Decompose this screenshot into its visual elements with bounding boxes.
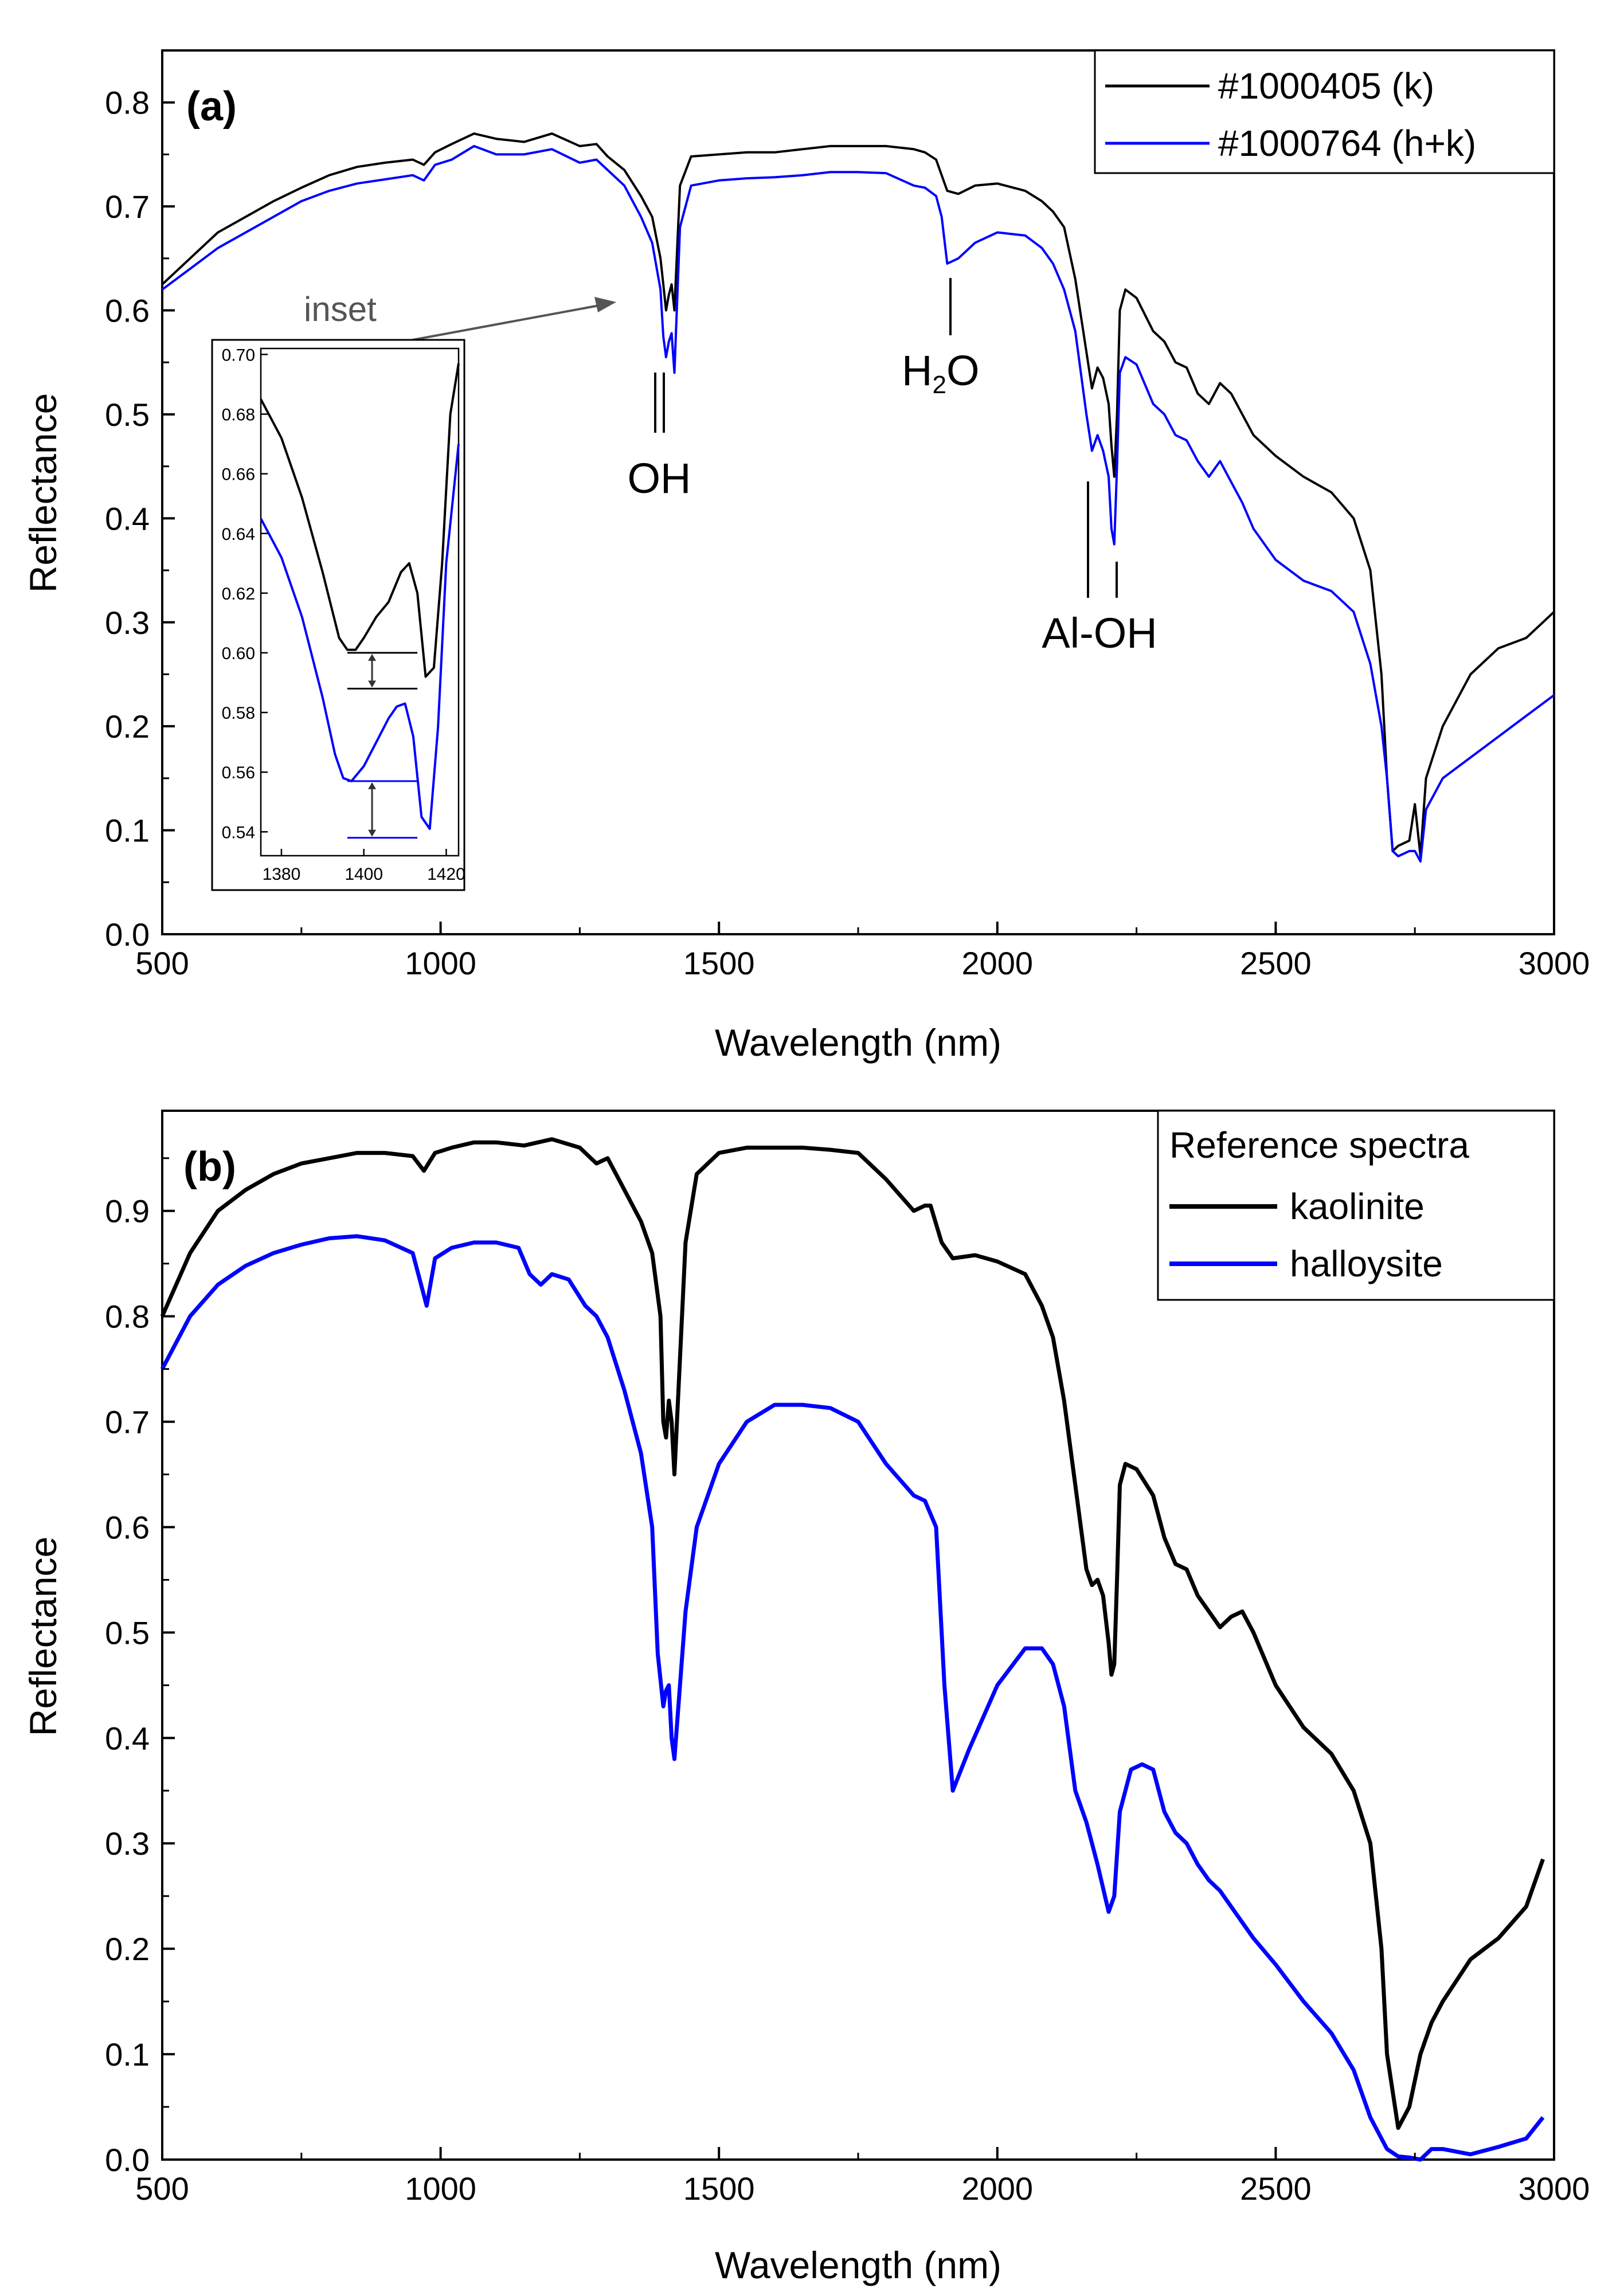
series-line--1000405-k-: [161, 132, 1555, 857]
legend-label-halloysite: halloysite: [1290, 1243, 1443, 1284]
inset-frame: [260, 347, 460, 857]
x-tick-label: 500: [135, 945, 189, 981]
series-line-kaolinite: [160, 1137, 1545, 2130]
annotation-al-oh: Al-OH: [1042, 609, 1157, 657]
y-tick-label: 0.9: [105, 1193, 150, 1229]
y-tick-label: 0.4: [105, 1720, 150, 1756]
y-axis-title-a: Reflectance: [22, 393, 64, 593]
inset-series-group: [260, 363, 460, 830]
y-tick-label: 0.0: [105, 2142, 150, 2178]
legend-label-kaolinite: kaolinite: [1290, 1186, 1425, 1227]
axis-ticks-a: 500 1000 1500 2000 2500 3000 0.0 0.1 0.2 0.3 0.4 0.…: [105, 85, 1590, 981]
inset-y-tick-label: 0.62: [222, 585, 255, 604]
panel-label-a: (a): [186, 84, 237, 130]
y-tick-label: 0.4: [105, 500, 150, 536]
y-tick-label: 0.8: [105, 1299, 150, 1335]
y-tick-label: 0.3: [105, 1825, 150, 1862]
depth-arrow-head-up: [368, 782, 377, 789]
x-axis-title-a: Wavelength (nm): [715, 1021, 1001, 1064]
y-tick-label: 0.7: [105, 189, 150, 225]
x-tick-label: 1000: [405, 2170, 476, 2207]
panel-b: 500 1000 1500 2000 2500 3000 0.0 0.1 0.2 0.3 0.4 0.…: [22, 1110, 1590, 2286]
y-tick-label: 0.8: [105, 85, 150, 121]
legend-label-hk: #1000764 (h+k): [1218, 123, 1476, 164]
panel-a: 500 1000 1500 2000 2500 3000 0.0 0.1 0.2 0.3 0.4 0.…: [22, 49, 1590, 1064]
inset-x-tick-label: 1400: [345, 865, 383, 884]
annotation-oh: OH: [628, 455, 691, 502]
inset-box: [211, 339, 465, 891]
inset-y-tick-label: 0.64: [222, 525, 255, 544]
inset-series-line--1000405-k-: [260, 363, 460, 678]
inset-y-tick-label: 0.66: [222, 465, 255, 484]
x-tick-label: 1500: [683, 2170, 755, 2207]
y-tick-label: 0.0: [105, 916, 150, 953]
x-tick-label: 2000: [962, 945, 1034, 981]
series-line-halloysite: [160, 1234, 1545, 2162]
inset-y-tick-label: 0.58: [222, 704, 255, 723]
y-tick-label: 0.1: [105, 2036, 150, 2072]
x-tick-label: 2500: [1240, 945, 1312, 981]
annotations-a: OH H2O Al-OH: [628, 278, 1157, 657]
x-tick-label: 2000: [962, 2170, 1034, 2207]
x-tick-label: 2500: [1240, 2170, 1312, 2207]
x-axis-title-b: Wavelength (nm): [715, 2244, 1001, 2286]
inset-x-tick-label: 1420: [427, 865, 465, 884]
y-tick-label: 0.1: [105, 813, 150, 849]
inset-arrow-line: [412, 304, 602, 341]
y-tick-label: 0.5: [105, 1615, 150, 1651]
series-group-b: [160, 1137, 1545, 2162]
legend-b: Reference spectra kaolinite halloysite: [1157, 1110, 1555, 1301]
series-line--1000764-h-k-: [161, 144, 1555, 863]
series-group-a: [161, 132, 1555, 863]
annotation-h2o: H2O: [902, 347, 980, 399]
legend-a: #1000405 (k) #1000764 (h+k): [1094, 49, 1555, 174]
y-tick-label: 0.5: [105, 397, 150, 433]
depth-arrow-head-down: [368, 829, 377, 837]
y-axis-title-b: Reflectance: [22, 1537, 64, 1737]
x-tick-label: 1000: [405, 945, 476, 981]
inset-y-tick-label: 0.68: [222, 406, 255, 425]
inset-arrow-head: [594, 297, 616, 312]
y-tick-label: 0.7: [105, 1404, 150, 1440]
y-tick-label: 0.2: [105, 1931, 150, 1967]
inset-y-tick-label: 0.70: [222, 346, 255, 365]
inset-y-tick-label: 0.56: [222, 763, 255, 782]
y-tick-label: 0.6: [105, 293, 150, 329]
axis-ticks-b: 500 1000 1500 2000 2500 3000 0.0 0.1 0.2 0.3 0.4 0.…: [105, 1157, 1590, 2207]
panel-label-b: (b): [183, 1144, 236, 1190]
legend-box-a: [1094, 49, 1555, 174]
inset-series-line--1000764-h-k-: [260, 444, 460, 830]
legend-label-k: #1000405 (k): [1218, 65, 1434, 107]
depth-arrow-head-down: [368, 680, 377, 688]
x-tick-label: 1500: [683, 945, 755, 981]
y-tick-label: 0.2: [105, 708, 150, 745]
y-tick-label: 0.6: [105, 1509, 150, 1545]
depth-arrow-head-up: [368, 654, 377, 661]
x-tick-label: 3000: [1519, 945, 1590, 981]
inset-y-tick-label: 0.60: [222, 644, 255, 663]
x-tick-label: 3000: [1519, 2170, 1590, 2207]
inset-y-tick-label: 0.54: [222, 823, 255, 842]
x-tick-label: 500: [135, 2170, 189, 2207]
y-tick-label: 0.3: [105, 605, 150, 641]
inset-title: inset: [304, 290, 377, 328]
legend-title-b: Reference spectra: [1169, 1125, 1469, 1166]
inset-ticks: 1380 1400 1420 0.54 0.56 0.58 0.60 0.62 0.64 0.66…: [222, 346, 465, 884]
inset-plot: inset 1380 1400 1420 0.54 0.56 0.58 0.60 0.62 0.…: [211, 290, 616, 891]
inset-depth-markers: [347, 652, 418, 839]
inset-x-tick-label: 1380: [263, 865, 301, 884]
